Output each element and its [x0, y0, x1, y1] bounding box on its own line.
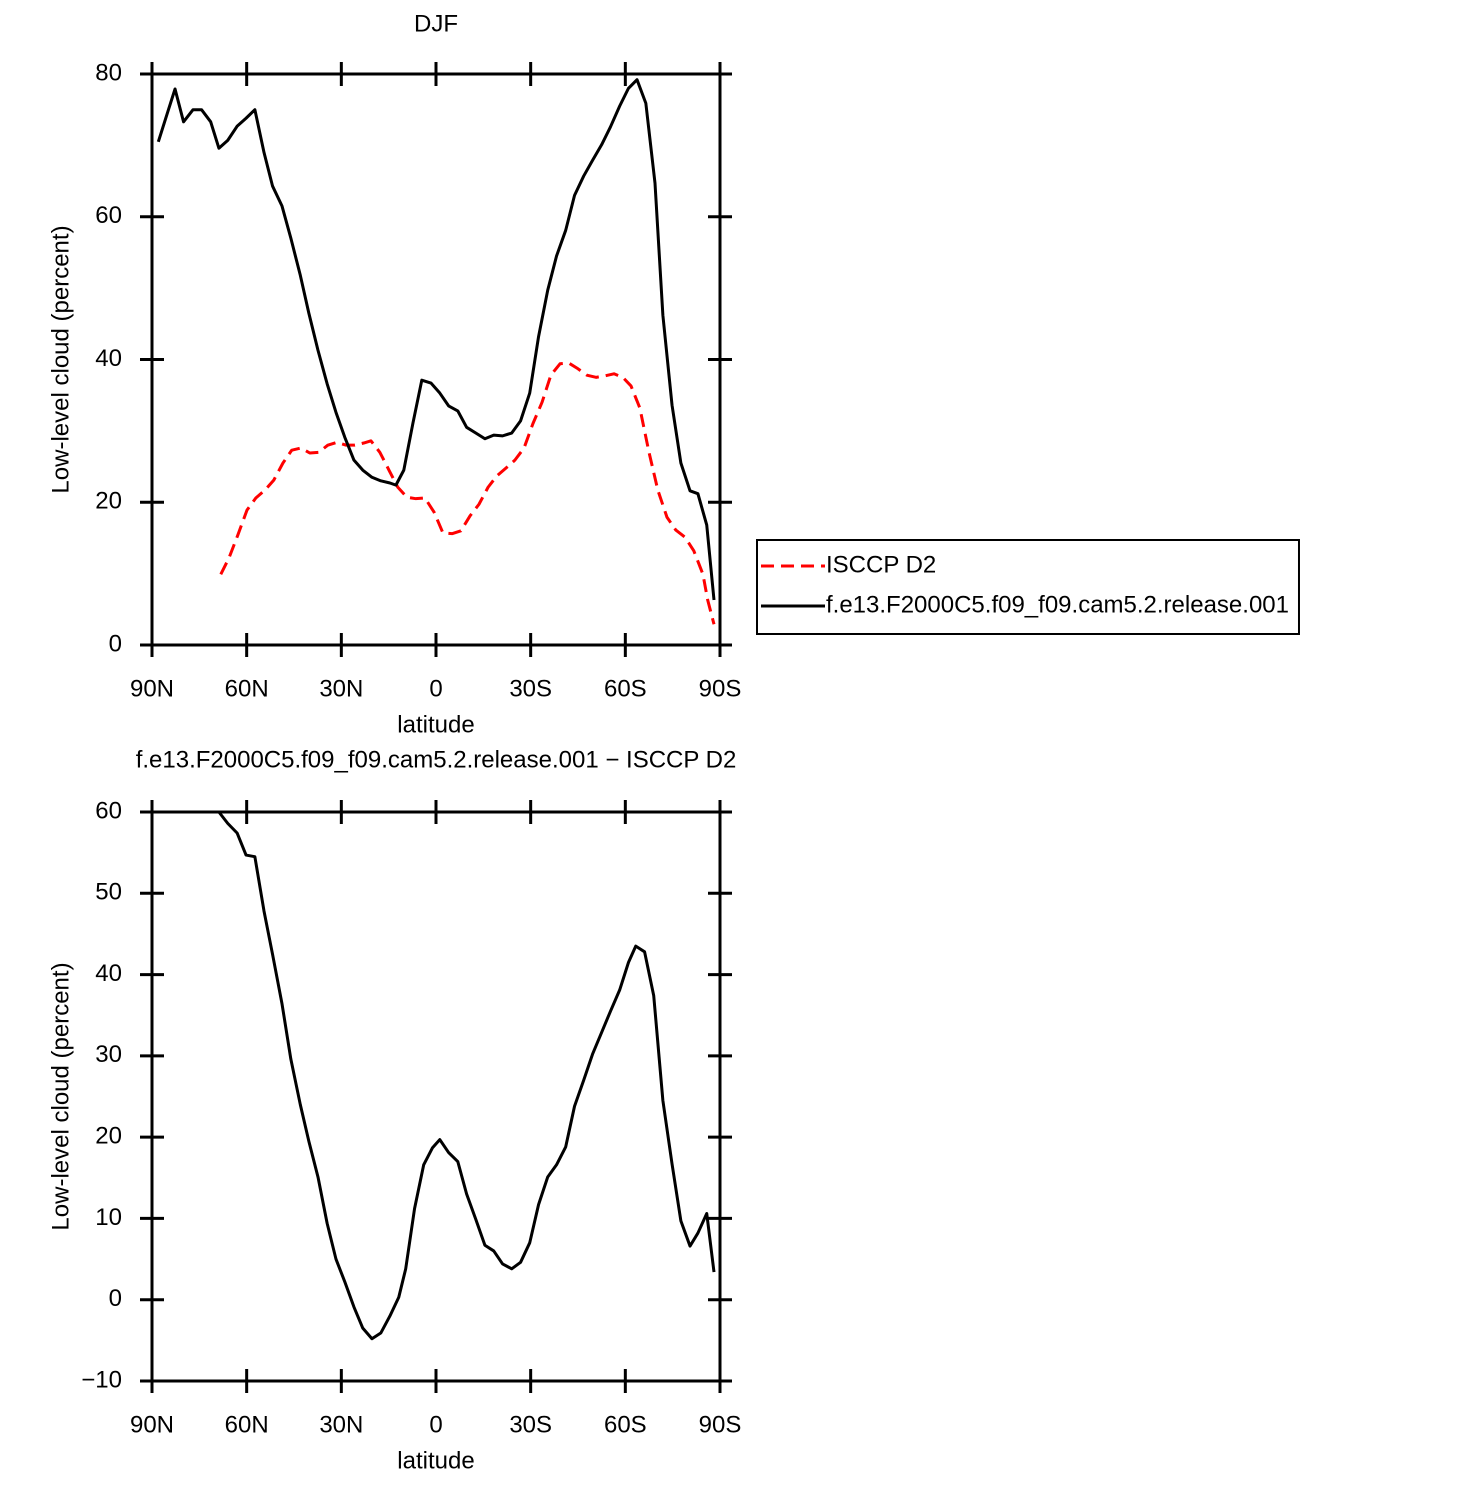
y-tick-label: 30 — [95, 1041, 122, 1068]
legend-label: ISCCP D2 — [826, 551, 936, 578]
x-tick-label: 90S — [699, 675, 742, 702]
legend: ISCCP D2 f.e13.F2000C5.f09_f09.cam5.2.rel… — [756, 539, 1300, 635]
plot-frame — [150, 810, 722, 1383]
x-axis-label: latitude — [397, 1447, 474, 1474]
plot-frame — [150, 72, 722, 647]
legend-frame — [756, 539, 1300, 635]
chart-title: DJF — [414, 10, 458, 37]
y-tick-label: 60 — [95, 797, 122, 824]
x-tick-label: 0 — [429, 1411, 442, 1438]
x-tick-label: 30S — [509, 1411, 552, 1438]
y-tick-label: 20 — [95, 1122, 122, 1149]
data-line — [156, 78, 716, 601]
legend-label: f.e13.F2000C5.f09_f09.cam5.2.release.001 — [826, 591, 1289, 618]
chart-title: f.e13.F2000C5.f09_f09.cam5.2.release.001… — [136, 746, 737, 773]
x-tick-label: 0 — [429, 675, 442, 702]
x-tick-label: 60N — [225, 1411, 269, 1438]
x-axis-label: latitude — [397, 711, 474, 738]
y-tick-label: 60 — [95, 202, 122, 229]
y-tick-label: 20 — [95, 488, 122, 515]
x-tick-label: 30S — [509, 675, 552, 702]
y-axis-label: Low-level cloud (percent) — [47, 962, 74, 1230]
x-tick-label: 60S — [604, 675, 647, 702]
x-tick-label: 30N — [319, 1411, 363, 1438]
x-tick-label: 90N — [130, 1411, 174, 1438]
y-tick-label: 80 — [95, 59, 122, 86]
y-tick-label: 40 — [95, 960, 122, 987]
data-line — [219, 361, 716, 625]
y-tick-label: 50 — [95, 879, 122, 906]
y-tick-label: −10 — [81, 1366, 122, 1393]
x-tick-label: 60N — [225, 675, 269, 702]
data-line — [217, 811, 716, 1341]
x-tick-label: 90N — [130, 675, 174, 702]
y-tick-label: 40 — [95, 345, 122, 372]
y-tick-label: 0 — [109, 630, 122, 657]
y-tick-label: 0 — [109, 1285, 122, 1312]
x-tick-label: 90S — [699, 1411, 742, 1438]
x-tick-label: 60S — [604, 1411, 647, 1438]
y-axis-label: Low-level cloud (percent) — [47, 225, 74, 493]
x-tick-label: 30N — [319, 675, 363, 702]
y-tick-label: 10 — [95, 1204, 122, 1231]
